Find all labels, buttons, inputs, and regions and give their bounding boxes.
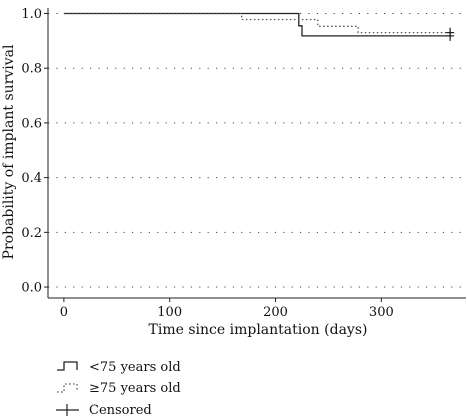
legend-dotted-step-icon	[57, 383, 78, 393]
series-line-1	[63, 12, 451, 34]
series-group	[63, 12, 455, 41]
x-axis-label: Time since implantation (days)	[149, 322, 368, 338]
y-tick-label-4: 0.8	[21, 62, 42, 77]
censor-mark-1-0	[446, 27, 455, 38]
legend-solid-step-icon	[57, 361, 78, 371]
y-tick-label-3: 0.6	[21, 116, 42, 131]
y-tick-label-0: 0.0	[21, 281, 42, 296]
x-tick-label-2: 200	[263, 305, 288, 320]
series-line-0	[63, 12, 451, 37]
x-tick-label-1: 100	[157, 305, 182, 320]
grid-lines	[48, 12, 466, 288]
legend-item-censored: Censored	[56, 403, 152, 416]
legend-label-over-75: ≥75 years old	[89, 381, 181, 396]
legend-item-under-75: <75 years old	[57, 360, 181, 375]
legend-label-under-75: <75 years old	[89, 360, 181, 375]
legend: <75 years old ≥75 years old Censored	[56, 360, 181, 416]
axes	[47, 8, 466, 299]
y-tick-label-1: 0.2	[21, 226, 42, 241]
legend-item-over-75: ≥75 years old	[57, 381, 181, 396]
x-ticks: 0 100 200 300	[60, 298, 394, 320]
x-tick-label-3: 300	[369, 305, 394, 320]
legend-cross-icon	[56, 404, 79, 416]
y-ticks: 0.0 0.2 0.4 0.6 0.8 1.0	[21, 7, 48, 296]
y-tick-label-5: 1.0	[21, 7, 42, 22]
legend-label-censored: Censored	[89, 403, 152, 416]
y-axis-label: Probability of implant survival	[1, 44, 17, 259]
y-tick-label-2: 0.4	[21, 171, 42, 186]
x-tick-label-0: 0	[60, 305, 68, 320]
